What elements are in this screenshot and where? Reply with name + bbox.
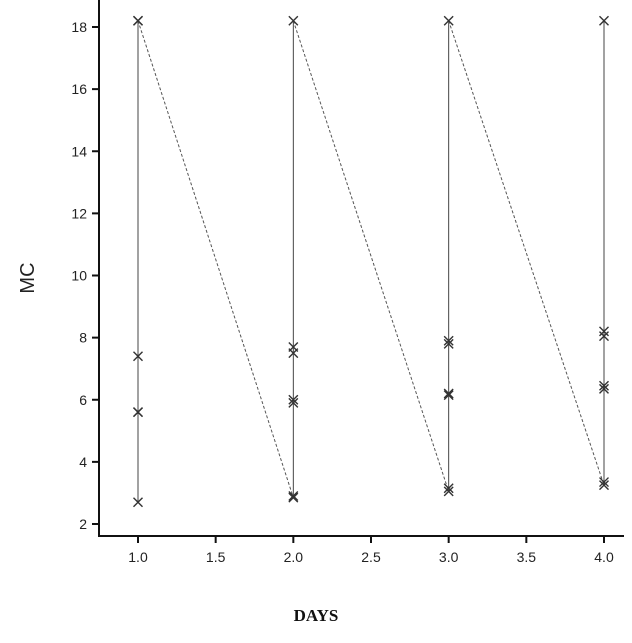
- y-tick-label: 4: [79, 454, 87, 470]
- data-point: [133, 15, 143, 26]
- y-tick-label: 10: [71, 268, 87, 284]
- dashed-connector-2: [292, 20, 450, 492]
- data-point: [443, 15, 454, 26]
- y-tick-label: 16: [71, 81, 87, 97]
- data-point: [133, 497, 143, 508]
- dashed-connector-1: [137, 20, 294, 498]
- data-point: [599, 380, 609, 391]
- x-tick-label: 1.0: [128, 549, 148, 565]
- y-tick-label: 14: [71, 143, 87, 159]
- x-tick-label: 4.0: [594, 549, 614, 565]
- data-point: [599, 326, 609, 337]
- data-point: [288, 394, 299, 405]
- x-axis-label: DAYS: [294, 606, 339, 625]
- y-tick-label: 8: [79, 330, 87, 346]
- y-tick-label: 12: [71, 205, 87, 221]
- data-point: [599, 15, 609, 26]
- y-tick-label: 2: [79, 516, 87, 532]
- data-point: [133, 407, 143, 418]
- x-tick-label: 1.5: [206, 549, 226, 565]
- x-tick-label: 3.0: [439, 549, 459, 565]
- data-point: [288, 397, 299, 408]
- data-point: [288, 15, 299, 26]
- data-point: [599, 477, 609, 488]
- y-tick-label: 6: [79, 392, 87, 408]
- data-point: [133, 351, 143, 362]
- data-point: [443, 338, 454, 349]
- axes: [98, 0, 624, 537]
- data-point: [599, 331, 609, 342]
- data-point: [443, 486, 454, 497]
- data-point: [599, 480, 609, 491]
- x-tick-label: 2.5: [361, 549, 381, 565]
- data-point: [443, 390, 454, 401]
- y-axis-label: MC: [17, 262, 39, 293]
- y-tick-label: 18: [71, 19, 87, 35]
- data-point: [288, 492, 299, 503]
- data-point: [443, 483, 454, 494]
- plot-area: [133, 15, 609, 508]
- x-tick-label: 3.5: [517, 549, 537, 565]
- data-point: [443, 335, 454, 346]
- x-tick-label: 2.0: [284, 549, 304, 565]
- data-point: [599, 383, 609, 394]
- data-point: [288, 348, 299, 359]
- data-point: [288, 491, 299, 502]
- data-point: [443, 388, 454, 399]
- dashed-connector-3: [448, 20, 605, 486]
- ticks: 2 4 6 8 10 12 14 16 18 1.0 1.5 2.0 2.5 3.0 3.5 4.0: [71, 19, 614, 565]
